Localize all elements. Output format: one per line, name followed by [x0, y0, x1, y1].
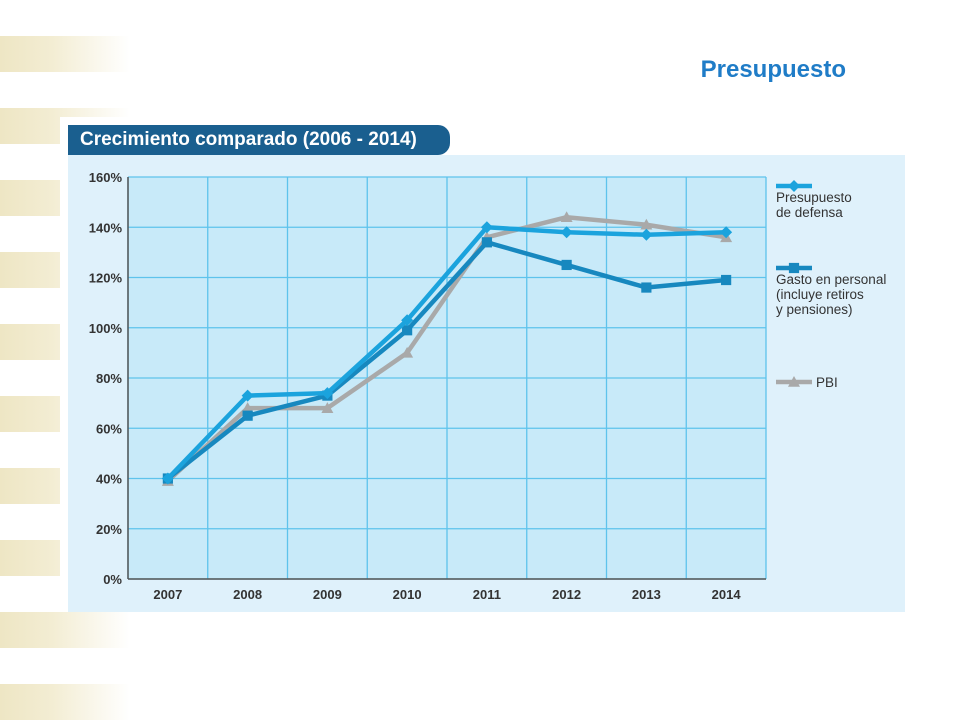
data-point-pbi	[241, 402, 254, 413]
x-tick-label: 2009	[313, 587, 342, 602]
data-point-pbi	[401, 346, 414, 358]
legend-label-gasto-personal: Gasto en personal	[776, 272, 886, 287]
x-tick-label: 2010	[393, 587, 422, 602]
data-point-gasto-personal	[481, 237, 492, 248]
y-tick-label: 20%	[96, 522, 122, 537]
data-point-gasto-personal	[561, 259, 572, 271]
y-tick-label: 80%	[96, 371, 122, 386]
series-line-pbi	[166, 214, 727, 483]
data-point-presupuesto-defensa	[401, 314, 414, 327]
series-line-gasto-personal	[166, 240, 727, 481]
x-tick-label: 2012	[552, 587, 581, 602]
x-tick-label: 2013	[632, 587, 661, 602]
legend-marker-presupuesto-defensa	[788, 180, 800, 192]
legend-marker-gasto-personal	[788, 262, 800, 274]
y-tick-label: 120%	[89, 271, 123, 286]
y-tick-label: 100%	[89, 321, 123, 336]
chart-title: Crecimiento comparado (2006 - 2014)	[68, 125, 450, 155]
x-tick-label: 2011	[473, 587, 501, 602]
data-point-presupuesto-defensa	[321, 387, 334, 400]
data-point-presupuesto-defensa	[560, 226, 573, 239]
data-point-pbi	[321, 402, 334, 413]
y-tick-label: 160%	[89, 170, 123, 185]
x-tick-label: 2014	[712, 587, 742, 602]
data-point-gasto-personal	[721, 274, 732, 286]
legend-marker-pbi	[788, 376, 800, 387]
data-point-presupuesto-defensa	[640, 228, 653, 241]
x-tick-label: 2007	[153, 587, 182, 602]
slide-title: Presupuesto	[700, 56, 846, 83]
data-point-presupuesto-defensa	[161, 472, 174, 485]
line-chart: 0% 20% 40% 60% 80% 100% 120% 140% 160% 2007 2008 20…	[89, 170, 887, 602]
data-point-presupuesto-defensa	[720, 226, 733, 239]
data-point-presupuesto-defensa	[241, 389, 254, 402]
y-tick-label: 0%	[103, 572, 122, 587]
data-point-pbi	[560, 211, 573, 222]
series-line-presupuesto-defensa	[166, 225, 727, 481]
y-tick-label: 140%	[89, 220, 123, 235]
y-tick-label: 40%	[96, 472, 122, 487]
data-point-presupuesto-defensa	[480, 221, 493, 234]
data-point-pbi	[640, 218, 653, 230]
data-point-gasto-personal	[402, 325, 413, 336]
legend-label-presupuesto-defensa: Presupuesto	[776, 190, 852, 205]
x-tick-label: 2008	[233, 587, 262, 602]
y-tick-label: 60%	[96, 421, 122, 436]
legend-label-gasto-personal: (incluye retiros	[776, 287, 864, 302]
legend-label-presupuesto-defensa: de defensa	[776, 205, 843, 220]
chart-figure: Crecimiento comparado (2006 - 2014) 0% 20…	[60, 117, 905, 612]
data-point-gasto-personal	[641, 282, 652, 293]
legend-label-gasto-personal: y pensiones)	[776, 302, 853, 317]
data-point-gasto-personal	[242, 410, 253, 421]
legend-label-pbi: PBI	[816, 375, 838, 390]
